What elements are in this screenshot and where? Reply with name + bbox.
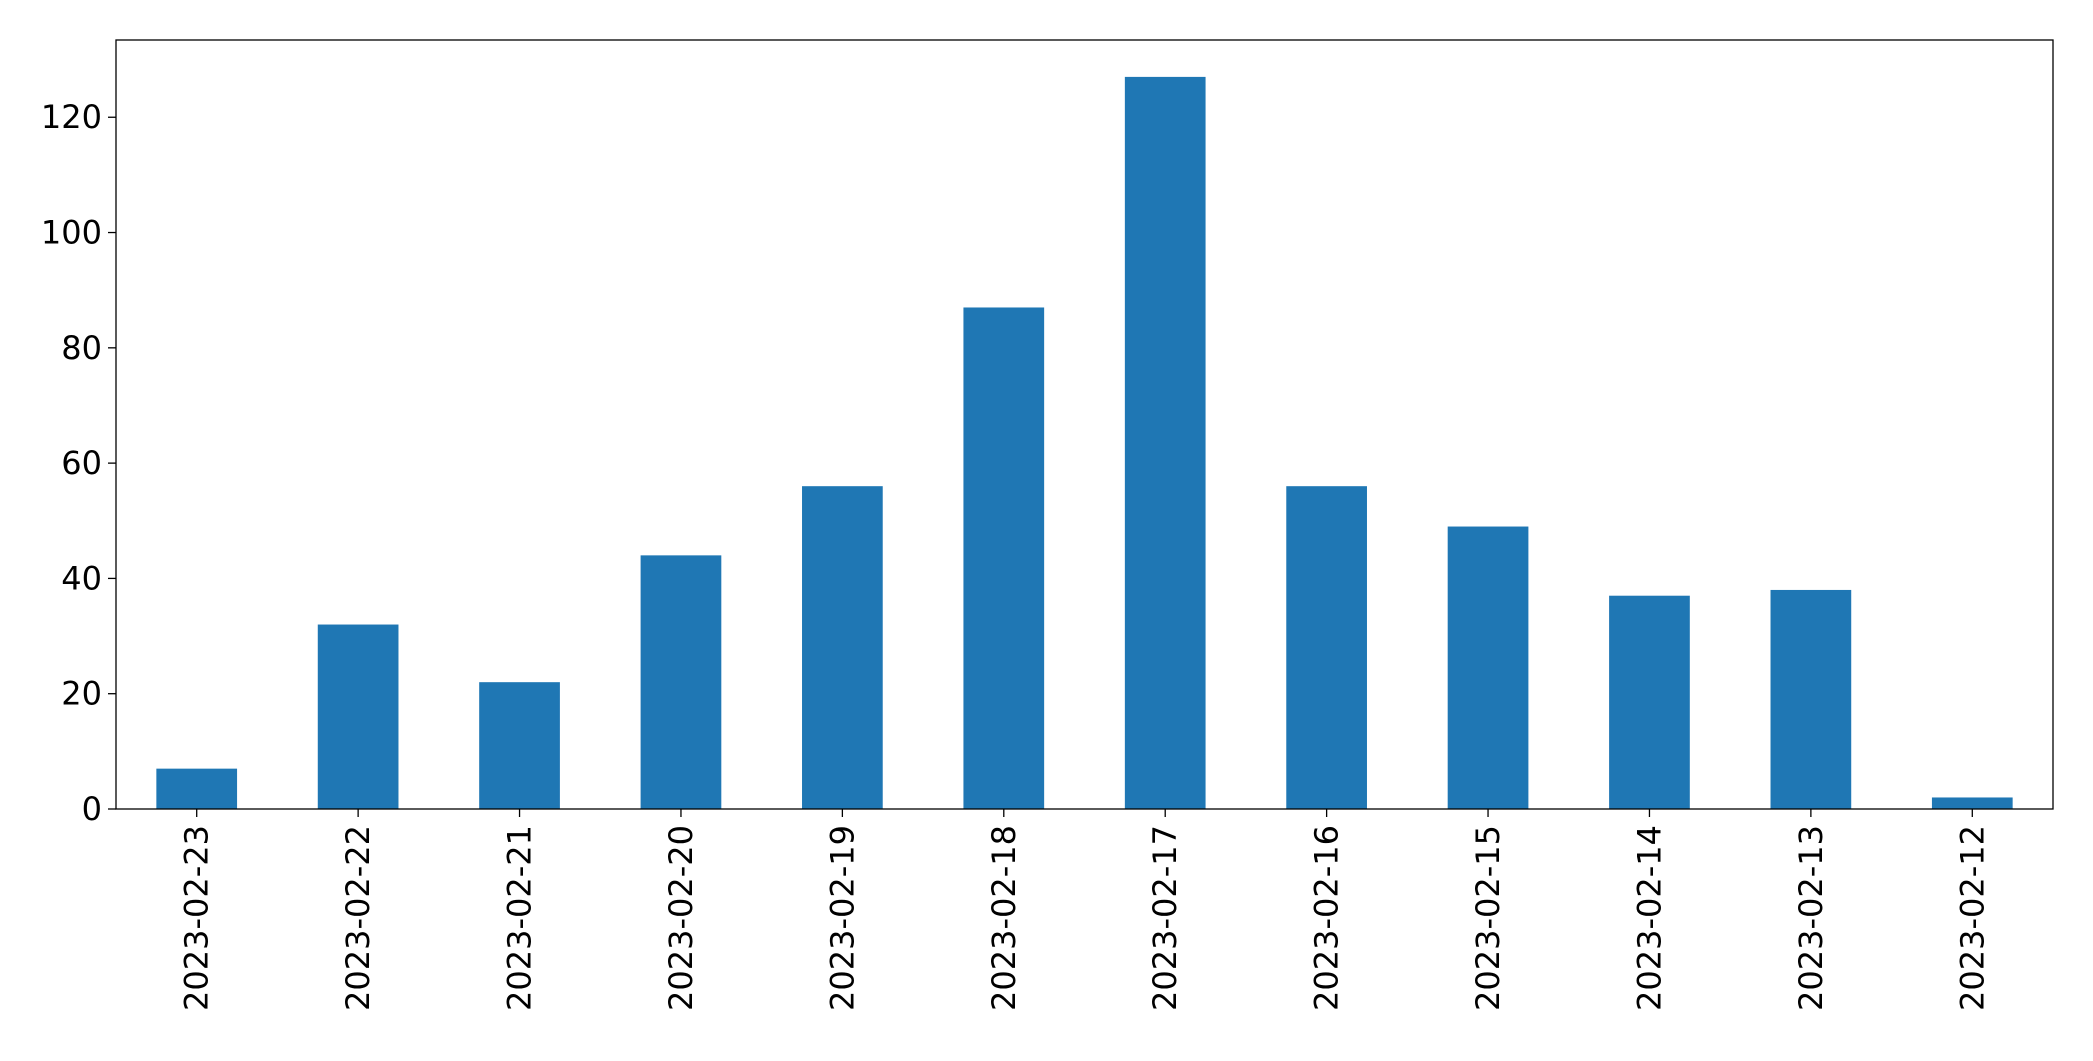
bar <box>1931 797 2013 809</box>
y-tick-label: 40 <box>61 559 102 597</box>
x-tick-label: 2023-02-17 <box>1146 825 1184 1011</box>
x-tick-label: 2023-02-15 <box>1469 825 1507 1011</box>
y-tick-label: 80 <box>61 329 102 367</box>
bar <box>802 486 883 809</box>
x-tick-label: 2023-02-14 <box>1630 825 1668 1011</box>
bar <box>317 624 399 809</box>
bar <box>156 768 238 809</box>
bar <box>1770 589 1852 809</box>
x-tick-label: 2023-02-21 <box>501 825 539 1011</box>
bar <box>479 682 560 809</box>
x-tick-label: 2023-02-16 <box>1308 825 1346 1011</box>
x-tick-label: 2023-02-23 <box>178 825 216 1011</box>
y-tick-label: 20 <box>61 675 102 713</box>
x-tick-label: 2023-02-20 <box>662 825 700 1011</box>
y-tick-label: 60 <box>61 444 102 482</box>
bar <box>640 555 722 809</box>
bar <box>1286 486 1367 809</box>
x-tick-label: 2023-02-12 <box>1953 825 1991 1011</box>
bar <box>963 307 1045 809</box>
bar <box>1609 595 1690 809</box>
y-tick-label: 120 <box>41 98 102 136</box>
x-tick-label: 2023-02-22 <box>339 825 377 1011</box>
plot-frame <box>115 39 2054 810</box>
x-tick-label: 2023-02-18 <box>985 825 1023 1011</box>
y-tick-label: 0 <box>82 790 102 828</box>
x-tick-label: 2023-02-19 <box>823 825 861 1011</box>
y-tick-label: 100 <box>41 214 102 252</box>
x-tick-label: 2023-02-13 <box>1792 825 1830 1011</box>
bar <box>1124 76 1206 809</box>
bar <box>1447 526 1529 809</box>
